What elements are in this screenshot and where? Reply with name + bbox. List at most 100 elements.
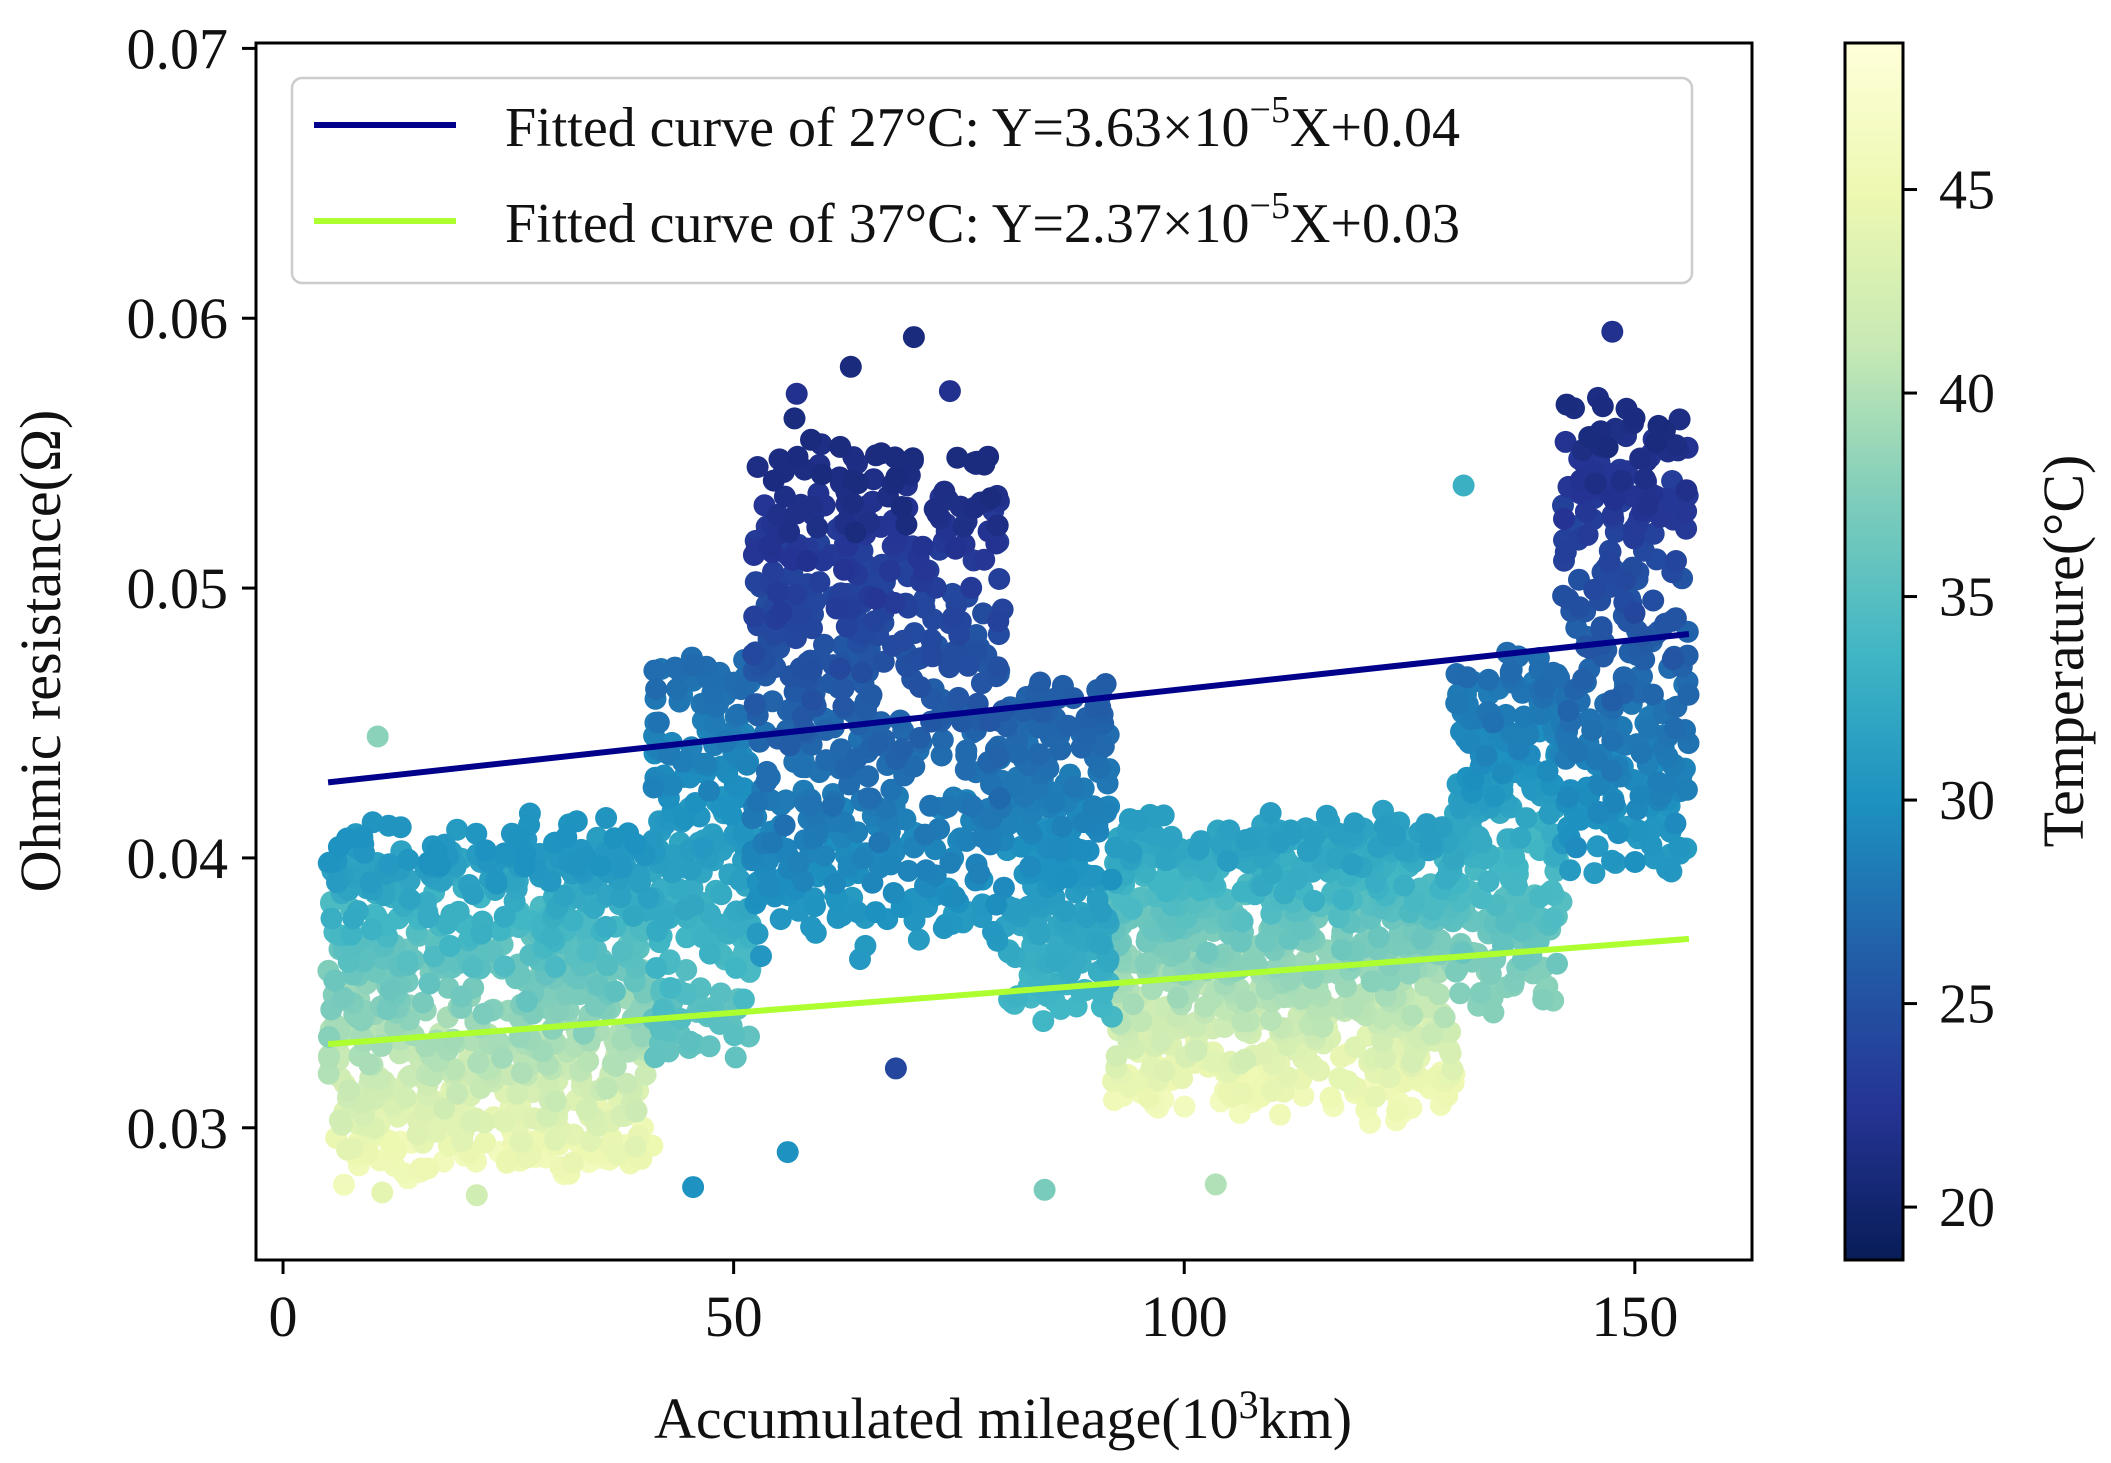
scatter-point <box>1624 851 1646 873</box>
scatter-point <box>680 858 702 881</box>
scatter-point <box>622 905 645 927</box>
colorbar-tick-label: 45 <box>1939 160 1995 222</box>
scatter-point <box>825 597 848 620</box>
scatter-point <box>963 496 986 519</box>
y-axis-ticks: 0.03 0.04 0.05 0.06 0.07 <box>127 16 256 1161</box>
scatter-point <box>1452 474 1475 497</box>
scatter-point <box>360 918 383 941</box>
scatter-point <box>1280 823 1303 846</box>
legend-label-27c: Fitted curve of 27°C: Y=3.63×10−5X+0.04 <box>505 89 1460 159</box>
scatter-point <box>1586 835 1609 858</box>
scatter-point <box>630 1025 653 1048</box>
scatter-point <box>933 480 956 503</box>
scatter-point <box>1003 774 1026 797</box>
scatter-point <box>826 906 849 929</box>
colorbar-label: Temperature(°C) <box>2031 455 2096 848</box>
x-tick-label: 50 <box>705 1284 763 1349</box>
scatter-point <box>1528 885 1551 908</box>
scatter-point <box>1509 826 1532 849</box>
scatter-point <box>493 955 516 978</box>
scatter-point <box>595 915 617 938</box>
scatter-point <box>1082 795 1105 818</box>
scatter-point <box>1203 1050 1226 1073</box>
scatter-point <box>1092 735 1115 758</box>
scatter-point <box>624 833 647 855</box>
scatter-point <box>1566 741 1589 763</box>
scatter-point <box>459 1110 482 1133</box>
scatter-point <box>1204 1173 1227 1196</box>
scatter-point <box>1675 778 1698 801</box>
scatter-point <box>1185 1039 1208 1062</box>
scatter-point <box>732 988 755 1011</box>
scatter-point <box>913 596 936 619</box>
scatter-point <box>1557 699 1580 722</box>
scatter-point <box>1134 952 1157 975</box>
scatter-point <box>938 380 961 403</box>
y-tick-label: 0.06 <box>127 286 229 351</box>
scatter-point <box>1315 804 1338 827</box>
scatter-point <box>332 986 355 1009</box>
scatter-point <box>366 725 389 748</box>
scatter-point <box>1332 888 1355 911</box>
scatter-point <box>336 1138 359 1161</box>
scatter-point <box>1173 1095 1196 1118</box>
scatter-point <box>851 661 874 684</box>
scatter-point <box>812 549 834 572</box>
scatter-point <box>1634 468 1656 491</box>
scatter-point <box>1630 741 1653 764</box>
scatter-point <box>446 1082 469 1105</box>
scatter-point <box>978 710 1001 732</box>
scatter-point <box>728 869 751 892</box>
scatter-point <box>389 816 412 839</box>
scatter-point <box>884 1057 907 1080</box>
scatter-point <box>758 534 781 557</box>
scatter-point <box>625 1100 648 1123</box>
scatter-point <box>1677 683 1700 706</box>
scatter-point <box>1675 500 1698 523</box>
scatter-point <box>1645 431 1667 454</box>
scatter-point <box>1529 702 1552 725</box>
scatter-point <box>1327 906 1350 929</box>
scatter-point <box>1303 825 1326 848</box>
scatter-point <box>872 650 895 673</box>
scatter-point <box>1557 786 1580 809</box>
scatter-point <box>1292 1084 1315 1107</box>
scatter-point <box>1398 962 1421 985</box>
x-tick-label: 150 <box>1591 1284 1678 1349</box>
scatter-point <box>1152 804 1175 827</box>
scatter-point <box>835 615 858 638</box>
scatter-point <box>746 791 769 813</box>
scatter-point <box>474 1131 497 1154</box>
scatter-point <box>863 610 886 633</box>
x-axis-label-superscript: 3 <box>1239 1382 1259 1427</box>
scatter-point <box>968 862 991 885</box>
scatter-point <box>470 922 493 945</box>
scatter-point <box>1554 541 1577 564</box>
scatter-point <box>1532 988 1555 1011</box>
scatter-point <box>1072 811 1095 834</box>
scatter-point <box>1613 569 1636 592</box>
scatter-point <box>979 487 1002 510</box>
scatter-point <box>773 485 796 508</box>
scatter-point <box>698 1035 721 1058</box>
scatter-point <box>359 871 382 894</box>
scatter-point <box>864 901 887 924</box>
scatter-point <box>973 453 996 476</box>
scatter-point <box>446 818 469 841</box>
x-tick-label: 0 <box>269 1284 298 1349</box>
scatter-point <box>317 1062 340 1085</box>
scatter-point <box>1434 868 1457 890</box>
legend-label-37c: Fitted curve of 37°C: Y=2.37×10−5X+0.03 <box>505 185 1460 255</box>
scatter-point <box>1122 993 1145 1016</box>
scatter-point <box>465 822 488 845</box>
scatter-point <box>1029 671 1052 694</box>
scatter-point <box>1445 692 1468 715</box>
scatter-point <box>821 795 844 817</box>
scatter-point <box>440 903 463 926</box>
y-axis-label: Ohmic resistance(Ω) <box>8 410 73 893</box>
scatter-point <box>778 520 801 543</box>
scatter-point <box>629 872 651 894</box>
scatter-point <box>997 813 1020 836</box>
scatter-point <box>333 1173 355 1196</box>
colorbar <box>1843 41 1905 1262</box>
